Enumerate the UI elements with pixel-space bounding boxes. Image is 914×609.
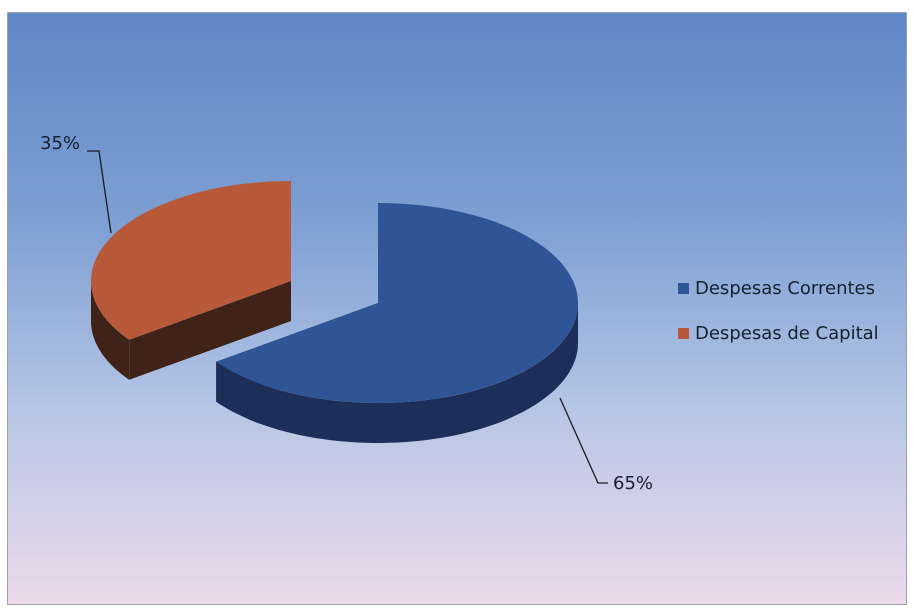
- pie-slice-wall-2-1: [129, 281, 291, 380]
- pie-slice-1: [216, 203, 578, 403]
- pie-slices: [90, 181, 578, 443]
- legend: Despesas Correntes Despesas de Capital: [678, 278, 879, 344]
- chart-area: 65% 35% Despesas Correntes Despesas de Cap…: [7, 12, 907, 605]
- leader-line-1: [559, 397, 608, 484]
- legend-label-2: Despesas de Capital: [695, 323, 879, 344]
- legend-swatch-1: [678, 283, 689, 294]
- pie-slice-2: [90, 181, 291, 340]
- data-label-2: 35%: [40, 133, 80, 154]
- pie-slice-side-2: [91, 281, 130, 380]
- data-label-1: 65%: [613, 473, 653, 494]
- pie-chart: 65% 35% Despesas Correntes Despesas de Cap…: [40, 133, 879, 494]
- data-labels: 65% 35%: [40, 133, 653, 494]
- legend-label-1: Despesas Correntes: [695, 278, 875, 299]
- pie-slice-side-1: [216, 303, 578, 443]
- legend-swatch-2: [678, 328, 689, 339]
- leader-line-2: [87, 150, 112, 234]
